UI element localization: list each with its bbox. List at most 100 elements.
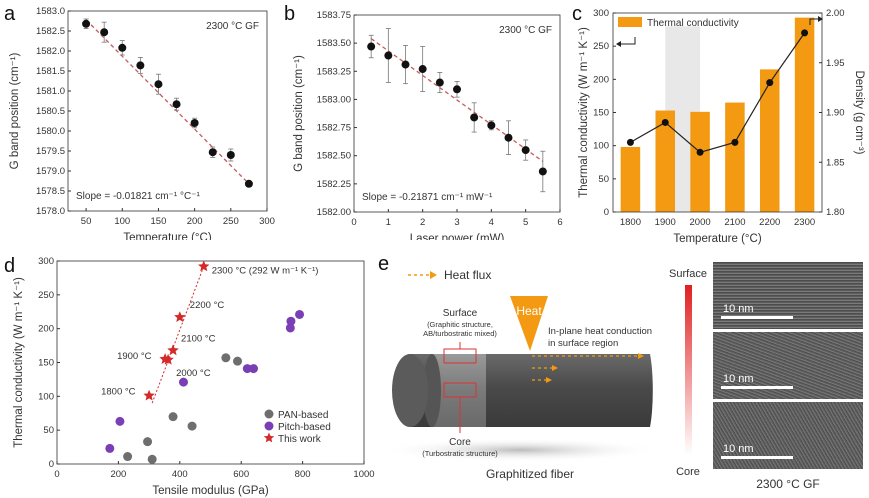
core-label: Core: [676, 466, 700, 478]
y-tick-label: 0: [49, 459, 54, 470]
y-tick-label: 1582.0: [36, 46, 65, 57]
scale-bar: [721, 456, 793, 459]
y-tick-label: 300: [593, 8, 609, 19]
data-point: [538, 167, 547, 176]
annotation-label: 2300 °C GF: [206, 21, 259, 32]
fit-line: [85, 19, 250, 185]
density-point: [731, 138, 739, 146]
y-tick-label: 300: [38, 256, 54, 267]
arrow-icon: [638, 353, 644, 359]
point-label: 2300 °C (292 W m⁻¹ K⁻¹): [212, 265, 319, 276]
panel-a-chart: a 1578.0 1578.5 1579.0 1579.5 1580.0 1580.5 15…: [4, 3, 275, 240]
conduction-label-line2: in surface region: [548, 338, 618, 349]
data-point: [154, 80, 163, 89]
x-tick-label: 300: [259, 216, 275, 227]
data-point: [285, 323, 295, 333]
x-axis-label: Tensile modulus (GPa): [152, 485, 268, 497]
data-point: [504, 133, 513, 142]
y-tick-label: 150: [593, 108, 609, 119]
density-point: [696, 148, 704, 156]
x-tick-label: 1: [386, 217, 391, 228]
schematic-caption: Graphitized fiber: [486, 467, 574, 481]
y-tick-label: 1582.25: [317, 179, 351, 190]
legend-label: This work: [278, 434, 322, 445]
data-point: [487, 121, 496, 130]
fiber-end-face: [392, 354, 428, 427]
bar: [690, 111, 710, 212]
density-point: [766, 79, 774, 87]
fiber-shadow: [380, 438, 660, 462]
x-tick-label: 200: [187, 216, 203, 227]
surface-desc-line2: AB/turbostratic mixed): [423, 329, 497, 338]
data-point: [208, 148, 217, 157]
data-point: [521, 146, 530, 155]
y-axis-label: G band position (cm⁻¹): [9, 53, 21, 170]
legend-marker: [264, 409, 274, 419]
legend-marker: [264, 421, 274, 431]
panel-label-b: b: [284, 3, 295, 25]
star-marker: [263, 432, 275, 443]
x-tick-label: 2300: [794, 217, 815, 228]
density-point: [801, 29, 809, 37]
data-point: [221, 353, 231, 363]
star-marker: [174, 311, 186, 322]
y-tick-label: 1583.25: [317, 66, 351, 77]
x-tick-label: 6: [557, 217, 562, 228]
scale-bar-label: 10 nm: [723, 373, 754, 385]
y-axis-label: Thermal conductivity (W m⁻¹ K⁻¹): [578, 27, 590, 198]
data-point: [105, 443, 115, 453]
x-tick-label: 50: [81, 216, 92, 227]
x-tick-label: 0: [351, 217, 356, 228]
legend-label: Pitch-based: [278, 422, 331, 433]
data-point: [226, 151, 235, 159]
fit-line: [370, 38, 544, 162]
x-tick-label: 600: [233, 469, 249, 480]
scale-bar-label: 10 nm: [723, 303, 754, 315]
data-point: [172, 100, 181, 109]
legend-label: Thermal conductivity: [647, 18, 739, 29]
y-tick-label: 1582.5: [36, 26, 65, 37]
bar: [725, 102, 745, 212]
core-title: Core: [449, 437, 471, 448]
y-tick-label: 1582.75: [317, 123, 351, 134]
tem-image-surface: 10 nm: [713, 262, 863, 329]
panel-label-c: c: [572, 3, 582, 25]
data-point: [168, 412, 178, 422]
slope-label: Slope = -0.01821 cm⁻¹ °C⁻¹: [76, 191, 200, 202]
scale-bar-label: 10 nm: [723, 443, 754, 455]
y-tick-label: 0: [604, 207, 609, 218]
y2-tick-label: 1.85: [826, 157, 845, 168]
heat-flux-arrows: [532, 353, 644, 383]
y2-tick-label: 1.95: [826, 58, 845, 69]
data-point: [178, 377, 188, 387]
y-axis-label: G band position (cm⁻¹): [293, 55, 305, 172]
x-tick-label: 4: [489, 217, 494, 228]
x-tick-label: 0: [54, 469, 59, 480]
y-axis-label: Thermal conductivity (W m⁻¹ K⁻¹): [13, 277, 25, 448]
y-tick-label: 1578.0: [36, 206, 65, 217]
data-point: [418, 65, 427, 74]
core-desc: (Turbostratic structure): [422, 449, 498, 458]
panel-label-a: a: [4, 3, 16, 25]
arrow-icon: [818, 16, 823, 22]
data-point: [100, 28, 109, 37]
y2-tick-label: 1.90: [826, 108, 845, 119]
left-axis-arrow-icon: [621, 37, 636, 45]
tem-caption: 2300 °C GF: [756, 477, 820, 491]
point-label: 1900 °C: [117, 351, 152, 362]
arrow-icon: [616, 41, 621, 47]
slope-label: Slope = -0.21871 cm⁻¹ mW⁻¹: [362, 192, 493, 203]
y-tick-label: 1581.0: [36, 86, 65, 97]
y-tick-label: 200: [38, 324, 54, 335]
tem-images: 10 nm 10 nm 10 nm 2300 °C GF: [713, 262, 863, 491]
x-tick-label: 2: [420, 217, 425, 228]
legend-label: PAN-based: [278, 410, 328, 421]
data-point: [384, 51, 393, 60]
data-point: [136, 61, 145, 70]
panel-e-schematic: e Heat flux Surface (Graphitic structure…: [378, 253, 660, 481]
data-point: [147, 454, 157, 464]
bar: [655, 110, 676, 212]
x-axis-label: Laser power (mW): [410, 233, 505, 240]
point-label: 2100 °C: [181, 333, 216, 344]
panel-label-d: d: [4, 255, 15, 277]
